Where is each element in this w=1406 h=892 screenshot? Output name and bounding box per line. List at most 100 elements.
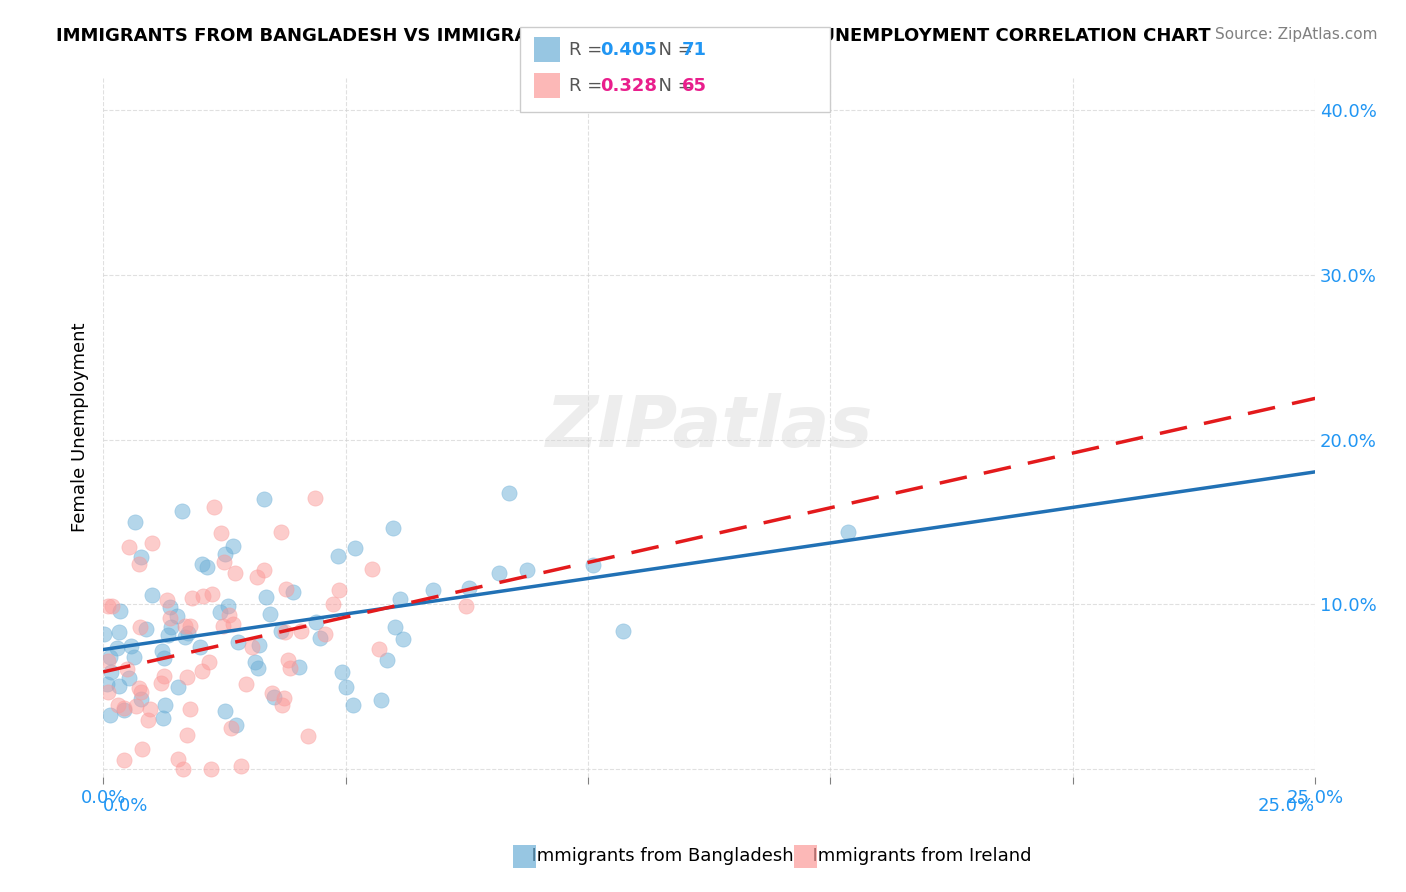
Point	[122, 649, 145, 664]
Point	[172, 503, 194, 517]
Point	[129, 685, 152, 699]
Text: Source: ZipAtlas.com: Source: ZipAtlas.com	[1215, 27, 1378, 42]
Point	[209, 605, 232, 619]
Text: N =: N =	[647, 41, 699, 59]
Point	[179, 702, 201, 716]
Point	[97, 685, 120, 699]
Point	[375, 653, 398, 667]
Point	[259, 607, 281, 621]
Point	[100, 599, 122, 614]
Point	[326, 549, 349, 564]
Point	[837, 524, 859, 539]
Point	[108, 679, 131, 693]
Point	[150, 644, 173, 658]
Point	[219, 722, 242, 736]
Point	[457, 582, 479, 596]
Point	[253, 492, 276, 507]
Text: 0.405: 0.405	[600, 41, 657, 59]
Point	[260, 686, 283, 700]
Point	[290, 624, 312, 638]
Point	[309, 631, 332, 645]
Point	[141, 588, 163, 602]
Point	[174, 630, 197, 644]
Point	[159, 600, 181, 615]
Text: Immigrants from Ireland: Immigrants from Ireland	[801, 847, 1032, 865]
Text: 71: 71	[682, 41, 707, 59]
Point	[263, 690, 285, 704]
Point	[176, 670, 198, 684]
Point	[253, 563, 276, 577]
Point	[270, 525, 292, 540]
Point	[242, 640, 264, 654]
Point	[115, 662, 138, 676]
Point	[498, 486, 520, 500]
Point	[131, 742, 153, 756]
Text: R =: R =	[569, 41, 609, 59]
Text: 0.0%: 0.0%	[103, 797, 149, 815]
Point	[167, 680, 190, 694]
Text: Immigrants from Bangladesh: Immigrants from Bangladesh	[520, 847, 794, 865]
Text: 25.0%: 25.0%	[1258, 797, 1315, 815]
Point	[271, 698, 294, 713]
Point	[112, 702, 135, 716]
Point	[97, 599, 120, 614]
Point	[391, 632, 413, 646]
Text: N =: N =	[647, 77, 699, 95]
Point	[274, 624, 297, 639]
Text: ZIPatlas: ZIPatlas	[546, 392, 873, 462]
Point	[177, 626, 200, 640]
Point	[98, 707, 121, 722]
Point	[153, 651, 176, 665]
Point	[330, 665, 353, 679]
Point	[136, 713, 159, 727]
Point	[247, 638, 270, 652]
Point	[153, 669, 176, 683]
Point	[166, 609, 188, 624]
Point	[222, 617, 245, 632]
Point	[328, 582, 350, 597]
Point	[254, 590, 277, 604]
Point	[152, 711, 174, 725]
Point	[118, 671, 141, 685]
Point	[243, 655, 266, 669]
Point	[516, 563, 538, 577]
Point	[246, 570, 269, 584]
Point	[217, 599, 239, 613]
Point	[172, 762, 194, 776]
Point	[582, 558, 605, 572]
Point	[180, 591, 202, 605]
Point	[211, 619, 233, 633]
Point	[229, 758, 252, 772]
Point	[283, 584, 305, 599]
Point	[488, 566, 510, 580]
Point	[118, 540, 141, 554]
Text: R =: R =	[569, 77, 609, 95]
Point	[201, 586, 224, 600]
Point	[454, 599, 477, 614]
Point	[388, 591, 411, 606]
Point	[288, 660, 311, 674]
Y-axis label: Female Unemployment: Female Unemployment	[72, 323, 89, 533]
Text: IMMIGRANTS FROM BANGLADESH VS IMMIGRANTS FROM IRELAND FEMALE UNEMPLOYMENT CORREL: IMMIGRANTS FROM BANGLADESH VS IMMIGRANTS…	[56, 27, 1211, 45]
Point	[129, 692, 152, 706]
Point	[105, 640, 128, 655]
Point	[108, 624, 131, 639]
Point	[128, 681, 150, 696]
Point	[235, 676, 257, 690]
Point	[246, 660, 269, 674]
Point	[135, 622, 157, 636]
Point	[128, 557, 150, 571]
Point	[96, 677, 118, 691]
Point	[226, 635, 249, 649]
Point	[222, 539, 245, 553]
Point	[382, 521, 405, 535]
Point	[141, 535, 163, 549]
Point	[138, 702, 160, 716]
Point	[195, 560, 218, 574]
Point	[188, 640, 211, 654]
Point	[160, 620, 183, 634]
Point	[191, 589, 214, 603]
Point	[202, 500, 225, 514]
Point	[125, 699, 148, 714]
Point	[198, 655, 221, 669]
